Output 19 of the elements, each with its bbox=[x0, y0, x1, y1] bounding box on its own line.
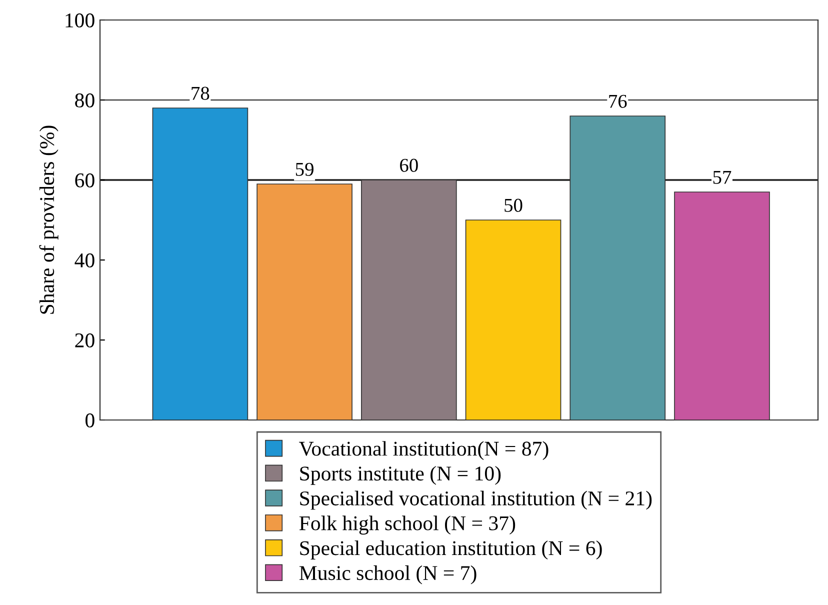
data-label: 57 bbox=[713, 170, 732, 184]
y-tick-label: 40 bbox=[74, 253, 94, 268]
data-label: 76 bbox=[609, 94, 627, 108]
data-label: 60 bbox=[400, 158, 418, 172]
data-label: 59 bbox=[296, 162, 314, 176]
legend-label: Folk high school (N = 37) bbox=[299, 516, 516, 535]
y-tick-label: 20 bbox=[75, 333, 94, 348]
legend-label: Music school (N = 7) bbox=[299, 565, 476, 584]
legend-label: Sports institute (N = 10) bbox=[300, 466, 501, 485]
legend-label: Vocational institution(N = 87) bbox=[299, 441, 548, 460]
y-tick-label: 60 bbox=[75, 173, 94, 188]
legend-label: Specialised vocational institution (N = 21) bbox=[300, 490, 652, 510]
y-axis-title: Share of providers (%) bbox=[39, 126, 58, 314]
y-tick-label: 80 bbox=[75, 93, 94, 108]
data-label: 78 bbox=[192, 86, 210, 100]
legend-label: Special education institution (N = 6) bbox=[300, 540, 602, 560]
y-tick-label: 100 bbox=[66, 13, 94, 28]
y-tick-label: 0 bbox=[86, 413, 94, 428]
data-label: 50 bbox=[504, 198, 522, 212]
